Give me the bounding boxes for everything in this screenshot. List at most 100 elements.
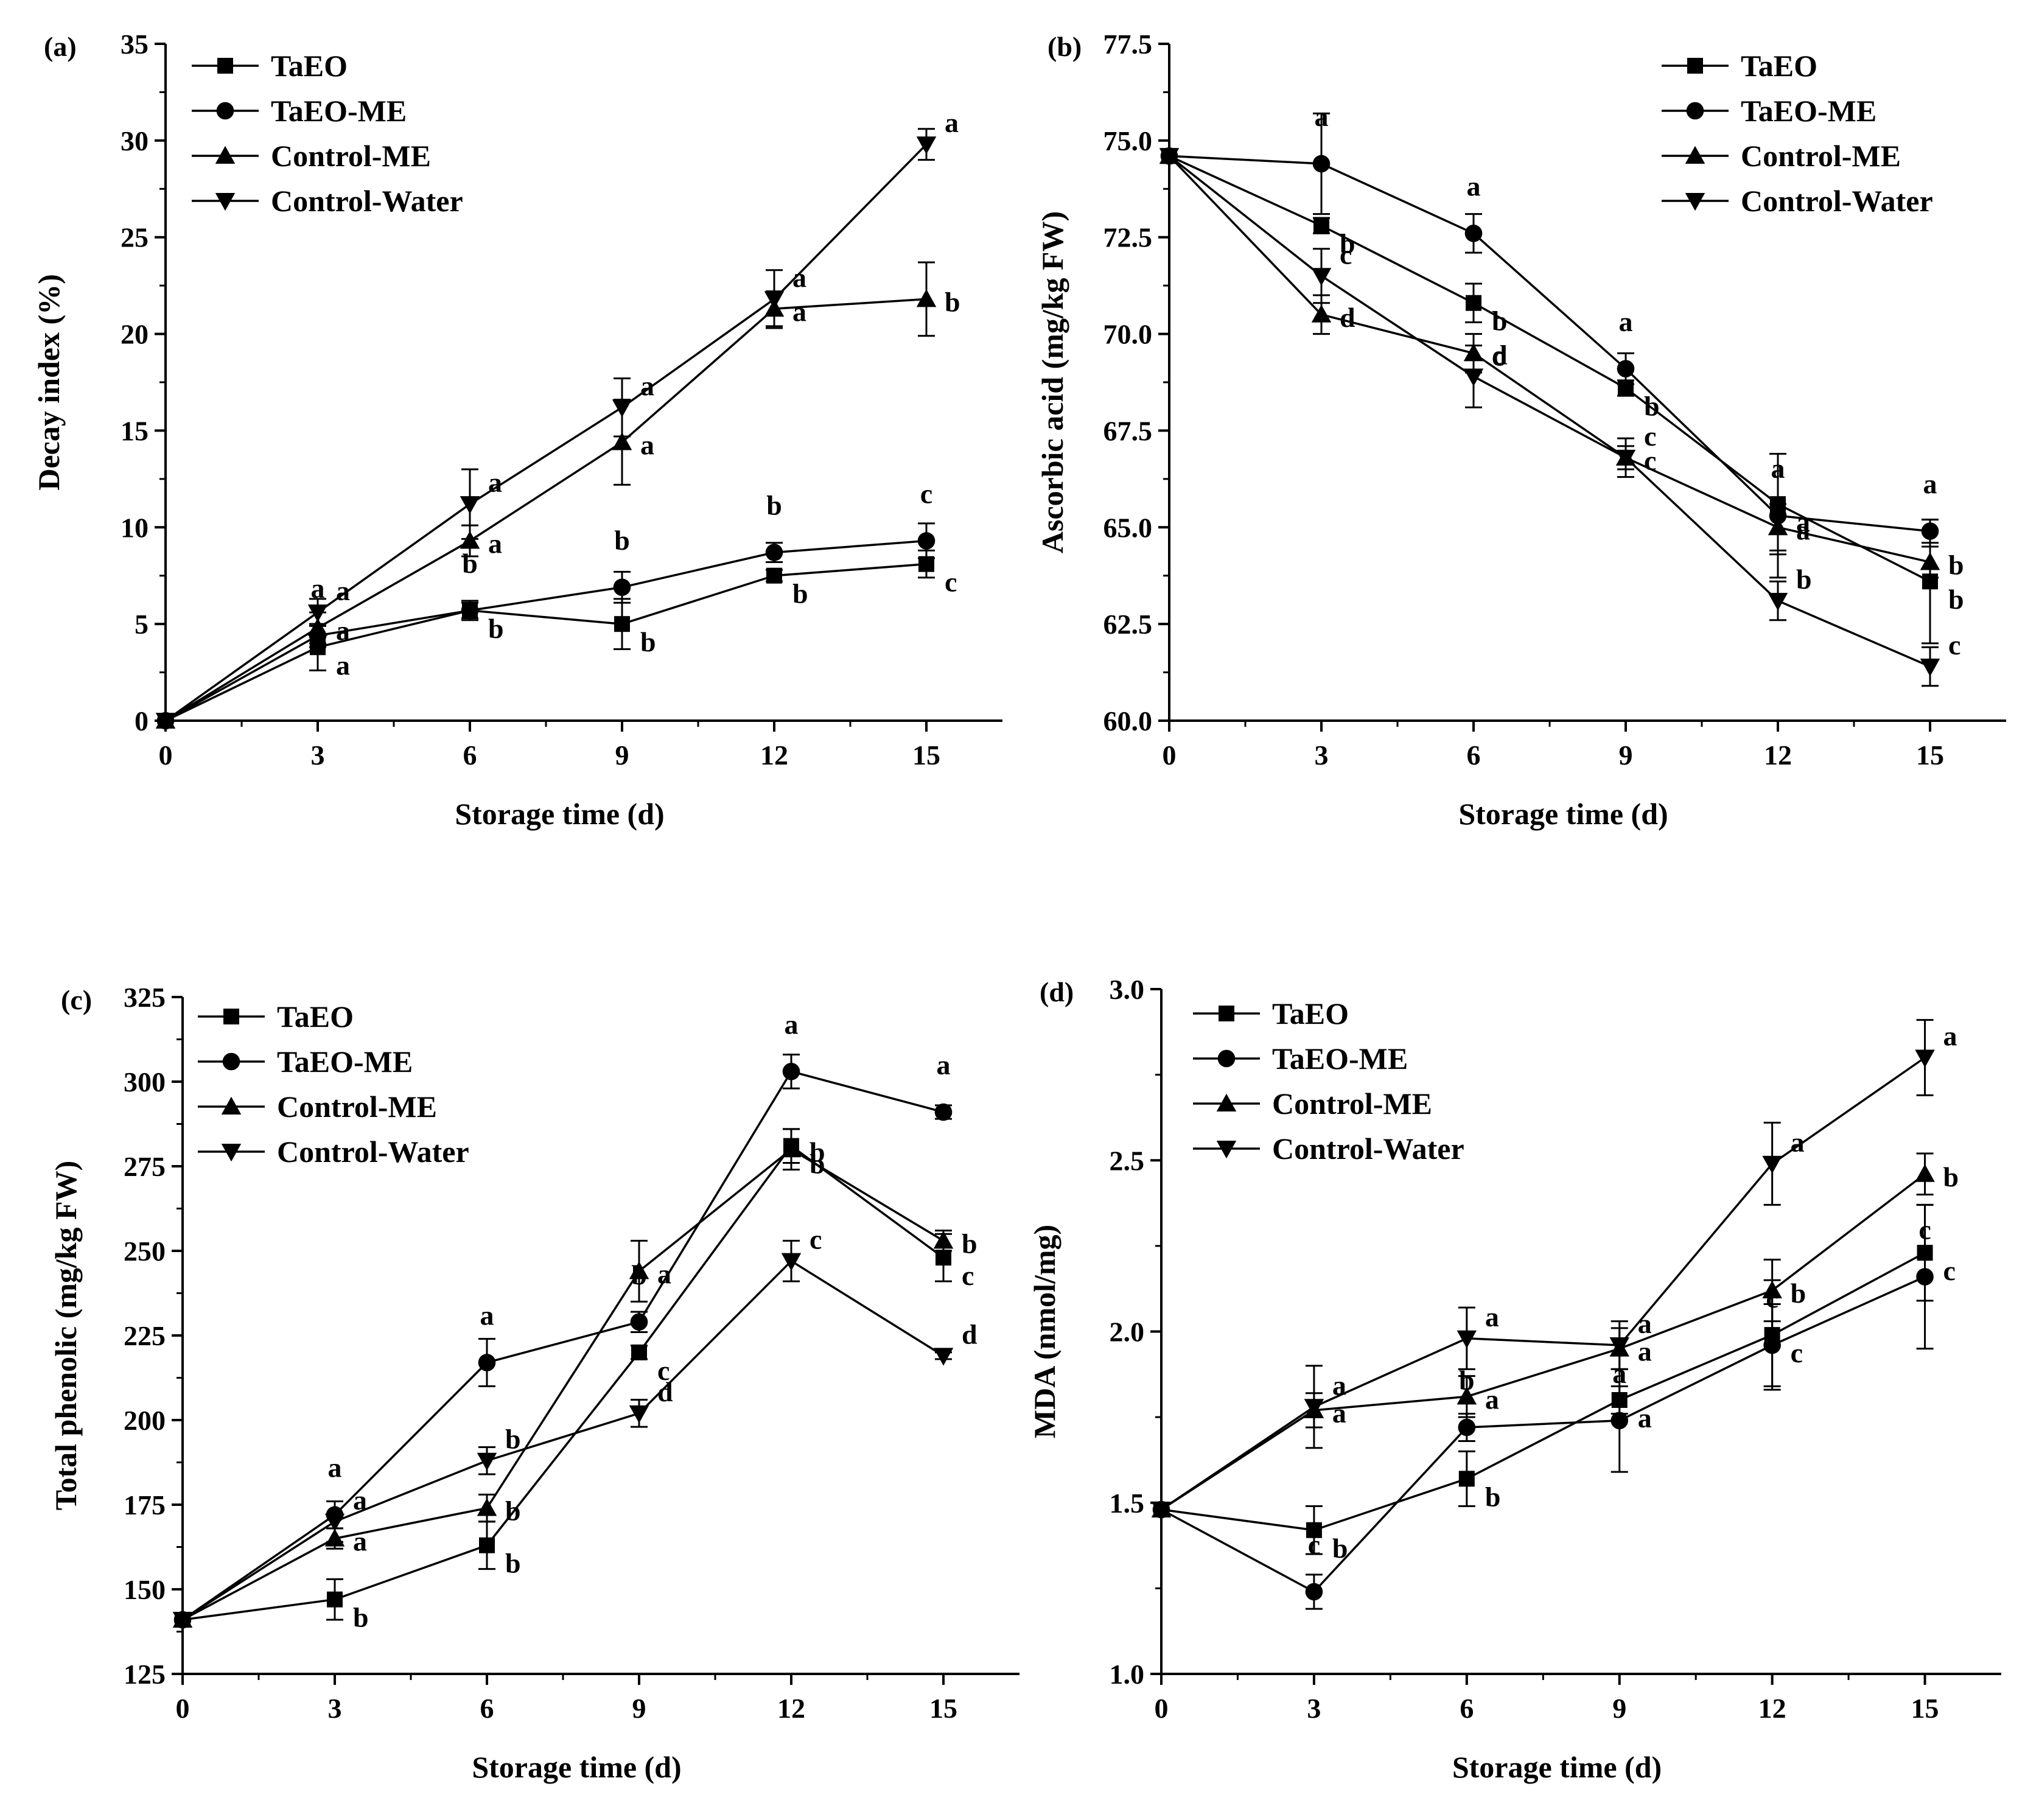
significance-letter: d (962, 1318, 978, 1349)
y-tick-label: 1.5 (1110, 1488, 1145, 1519)
data-point (461, 601, 479, 620)
data-point (934, 1103, 953, 1121)
significance-letter: c (1644, 445, 1656, 476)
legend-label: Control-Water (1741, 184, 1933, 218)
significance-letter: a (488, 528, 502, 559)
significance-letter: c (1918, 1214, 1931, 1245)
legend-label: TaEO (1741, 49, 1817, 83)
significance-letter: b (1948, 584, 1964, 615)
significance-letter: a (640, 429, 654, 460)
data-point (1464, 225, 1483, 242)
data-point (1915, 1049, 1935, 1068)
y-tick-label: 325 (124, 982, 166, 1013)
significance-letter: a (480, 1300, 494, 1331)
panel-label: (c) (61, 984, 92, 1015)
x-tick-label: 6 (480, 1693, 494, 1724)
significance-letter: a (1771, 453, 1785, 484)
y-tick-label: 25 (121, 222, 149, 253)
legend-marker (1687, 58, 1703, 74)
data-point (764, 291, 785, 309)
x-tick-label: 9 (615, 740, 629, 771)
significance-letter: b (945, 286, 960, 317)
y-tick-label: 30 (121, 125, 149, 156)
significance-letter: a (1612, 1358, 1626, 1389)
series-line (1169, 155, 1931, 533)
data-point (327, 1591, 343, 1608)
legend-marker (221, 1096, 242, 1115)
significance-letter: b (1948, 549, 1964, 580)
significance-letter: a (1943, 1021, 1957, 1052)
significance-letter: b (1796, 564, 1812, 595)
data-point (1457, 1387, 1477, 1405)
x-tick-label: 0 (1155, 1693, 1169, 1724)
x-tick-label: 15 (912, 740, 940, 771)
significance-letter: c (1644, 421, 1656, 452)
series-line (182, 1144, 945, 1621)
data-point (1311, 268, 1332, 286)
legend-marker (222, 1052, 240, 1071)
data-point (1306, 1522, 1322, 1538)
data-point (1763, 1336, 1781, 1354)
significance-letter: a (792, 262, 806, 293)
x-tick-label: 9 (632, 1693, 646, 1724)
significance-letter: a (640, 370, 654, 401)
y-tick-label: 175 (124, 1489, 166, 1521)
significance-letter: a (1796, 506, 1810, 537)
significance-letter: c (1308, 1529, 1320, 1560)
significance-letter: b (505, 1548, 521, 1579)
y-tick-label: 70.0 (1103, 319, 1153, 350)
legend: TaEO TaEO-ME Control-ME Control-Water (198, 999, 469, 1169)
legend-label: TaEO-ME (271, 94, 407, 128)
data-point (1611, 1412, 1629, 1430)
significance-letter: c (1943, 1255, 1956, 1286)
series-taeo: a b b b c (158, 549, 957, 729)
series-line (1168, 155, 1931, 668)
significance-letter: a (657, 1258, 671, 1289)
x-tick-label: 0 (176, 1693, 190, 1724)
significance-letter: a (353, 1526, 367, 1557)
series-taeo-me: a b b b c (156, 478, 936, 730)
significance-letter: b (1943, 1161, 1959, 1192)
x-axis-label: Storage time (d) (1458, 797, 1668, 831)
significance-letter: a (336, 649, 350, 681)
data-point (916, 289, 937, 307)
x-tick-label: 3 (1315, 740, 1329, 771)
data-point (629, 1261, 649, 1279)
data-point (1151, 1502, 1172, 1520)
data-point (766, 567, 782, 584)
y-tick-label: 125 (124, 1659, 166, 1690)
y-tick-label: 200 (124, 1405, 166, 1436)
data-point (155, 713, 176, 731)
data-point (172, 1612, 193, 1630)
significance-letter: c (945, 567, 957, 598)
significance-letter: d (657, 1376, 673, 1407)
significance-letter: a (353, 1485, 367, 1516)
y-tick-label: 60.0 (1103, 705, 1153, 737)
series-line (1161, 1057, 1926, 1511)
significance-letter: a (937, 1049, 951, 1080)
data-point (1457, 1330, 1477, 1348)
data-point (1609, 1337, 1629, 1356)
legend-label: Control-Water (277, 1135, 469, 1169)
significance-letter: c (1340, 239, 1352, 270)
x-tick-label: 12 (1764, 740, 1792, 771)
data-point (460, 496, 480, 514)
data-point (1915, 1164, 1935, 1182)
data-point (1159, 148, 1180, 166)
legend-marker (1216, 1141, 1237, 1159)
legend-label: Control-ME (271, 139, 431, 173)
legend-label: Control-Water (271, 184, 463, 218)
y-axis-label: Ascorbic acid (mg/kg FW) (1035, 211, 1069, 553)
data-point (478, 1354, 496, 1371)
panel-a-decay-index: (a) 0 5 10 15 20 25 30 35 0 3 6 9 12 15 Storage time (d… (32, 29, 1002, 831)
data-point (917, 532, 936, 550)
significance-letter: b (1485, 1481, 1501, 1512)
y-tick-label: 2.0 (1110, 1317, 1145, 1348)
x-tick-label: 12 (760, 740, 788, 771)
x-tick-label: 6 (463, 740, 477, 771)
data-point (1920, 659, 1940, 677)
legend-marker (221, 1144, 242, 1162)
data-point (631, 1344, 647, 1360)
significance-letter: a (336, 615, 350, 646)
